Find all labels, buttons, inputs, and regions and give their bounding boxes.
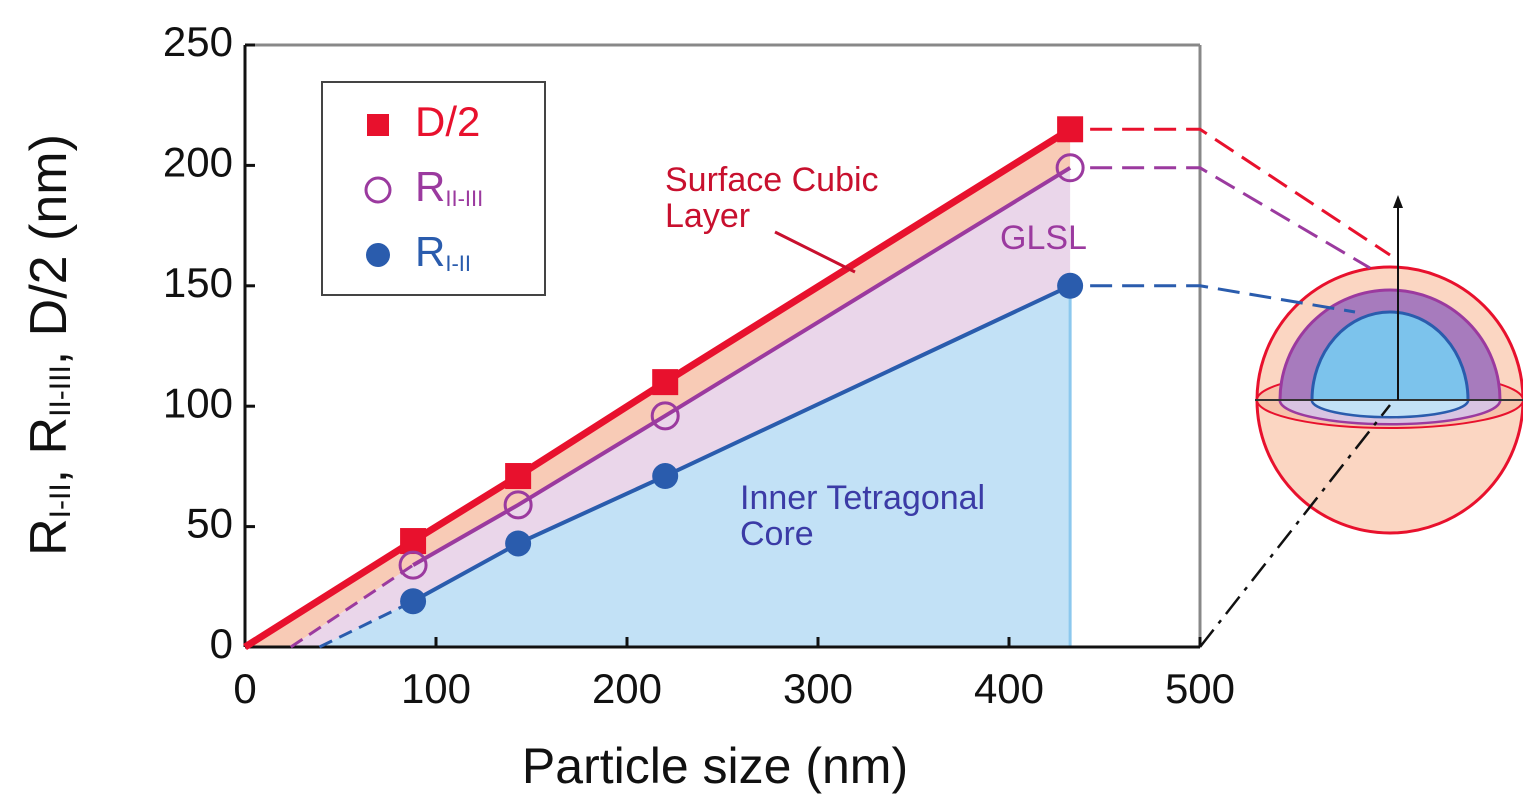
marker [505, 463, 532, 490]
marker [398, 550, 428, 580]
connector [1090, 127, 1391, 257]
y-label-part: , D/2 (nm) [20, 134, 78, 365]
x-tick-label: 300 [783, 665, 853, 712]
annotation: Surface Cubic [665, 161, 879, 199]
x-tick-label: 100 [401, 665, 471, 712]
marker [503, 490, 533, 520]
plot: 0 100 200 300 400 500 0 50 100 150 200 250 Surface C… [163, 18, 1391, 712]
connector [1090, 166, 1371, 270]
annotation: Inner Tetragonal [740, 479, 985, 517]
legend-name: R [415, 228, 445, 275]
x-axis-label: Particle size (nm) [522, 738, 908, 794]
y-tick-label: 0 [210, 620, 233, 667]
annotation: GLSL [1000, 219, 1087, 257]
sphere-diagram [1255, 195, 1523, 535]
marker [505, 530, 532, 557]
y-tick-label: 150 [163, 259, 233, 306]
y-tick-label: 100 [163, 379, 233, 426]
annotation-leader [774, 230, 856, 274]
legend-label: RII-III [415, 163, 483, 211]
sphere-core-base [1311, 399, 1469, 418]
series-line [412, 283, 1071, 604]
legend-subscript: II-III [445, 186, 483, 211]
annotation: Core [740, 515, 814, 553]
annotation: Layer [665, 197, 750, 235]
x-tick-label: 400 [974, 665, 1044, 712]
y-tick-label: 50 [186, 500, 233, 547]
y-label-part: II-III [44, 365, 77, 417]
extrapolation-line [318, 599, 414, 649]
legend-name: R [415, 163, 445, 210]
connector [1090, 284, 1356, 314]
y-label-part: , R [20, 417, 78, 483]
marker [1055, 153, 1085, 183]
y-tick-label: 200 [163, 138, 233, 185]
y-axis-label: RI-II, RII-III, D/2 (nm) [20, 134, 78, 556]
legend-subscript: I-II [445, 251, 471, 276]
marker [652, 369, 679, 396]
extrapolation-line [290, 563, 414, 649]
marker [367, 114, 389, 136]
legend-name: D/2 [415, 98, 480, 145]
marker [366, 243, 390, 267]
marker [652, 463, 679, 490]
marker [1057, 272, 1084, 299]
connector [1199, 404, 1391, 648]
x-tick-label: 200 [592, 665, 662, 712]
marker [400, 588, 427, 615]
y-label-part: R [20, 518, 78, 556]
marker [364, 176, 392, 204]
y-label-part: I-II [44, 483, 77, 518]
x-tick-label: 0 [233, 665, 256, 712]
arrow-head [1393, 195, 1403, 208]
legend-label: RI-II [415, 228, 471, 276]
x-tick-label: 500 [1165, 665, 1235, 712]
series-line [412, 166, 1072, 567]
y-tick-label: 250 [163, 18, 233, 65]
marker [650, 401, 680, 431]
marker [400, 528, 427, 555]
legend-label: D/2 [415, 98, 480, 145]
series-line [411, 126, 1072, 545]
extrapolation-line [243, 538, 415, 650]
marker [1057, 116, 1084, 143]
legend-box [321, 81, 546, 296]
